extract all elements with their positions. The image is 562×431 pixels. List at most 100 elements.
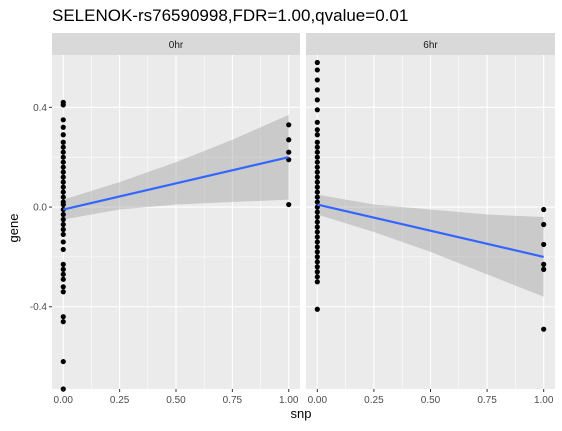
facet-strip-label: 6hr [423,40,438,51]
facet-panel-0hr: 0hr 0.00 0.25 0.50 0.75 1.00 [52,33,300,406]
data-point [60,124,66,130]
data-point [314,244,320,250]
data-point [60,117,66,123]
data-point [60,169,66,175]
data-point [314,159,320,165]
data-point [60,226,66,233]
data-point [314,164,320,170]
data-point [60,149,66,155]
data-point [314,174,320,180]
facet-strip-label: 0hr [169,40,184,51]
data-point [314,259,320,265]
y-tick-label: 0.4 [33,103,47,114]
data-point [314,144,320,150]
data-point [60,289,66,295]
data-point [60,139,66,145]
data-point [314,184,320,190]
data-point [314,132,320,138]
data-point [314,169,320,175]
facet-panel-6hr: 6hr 0.00 0.25 0.50 0.75 1.00 [306,33,555,406]
x-tick-label: 1.00 [279,395,299,406]
data-point [314,154,320,160]
data-point [60,132,66,138]
confidence-ribbon [317,194,544,297]
data-point [60,319,66,325]
x-tick-label: 1.00 [534,395,554,406]
data-point [314,127,320,133]
facet-strip [306,33,555,55]
data-point [314,189,320,195]
x-tick-label: 0.25 [364,395,384,406]
data-point [541,266,547,272]
x-axis-title: snp [291,406,312,421]
data-point [314,264,320,270]
data-point [314,119,320,125]
x-tick-label: 0.25 [110,395,130,406]
data-point [314,87,320,93]
data-point [60,184,66,190]
x-tick-label: 0.75 [223,395,243,406]
data-point [314,249,320,255]
x-tick-label: 0.75 [477,395,497,406]
x-tick-label: 0.00 [54,395,74,406]
data-point [314,274,320,280]
data-point [60,216,66,223]
data-point [286,149,292,155]
data-point [541,261,547,267]
data-point [60,194,66,200]
confidence-ribbon [63,114,289,220]
data-point [60,231,66,238]
data-point [60,284,66,290]
data-point [314,224,320,230]
data-point [314,67,320,73]
data-point [314,269,320,275]
data-point [60,276,66,282]
data-point [314,59,320,66]
data-point [60,261,66,267]
data-point [541,221,547,228]
data-point [541,241,547,248]
data-point [60,221,66,228]
regression-line [317,203,544,258]
data-point [60,179,66,185]
data-point [286,137,292,143]
y-axis: -0.4 0.0 0.4 [30,103,52,313]
data-point [314,199,320,205]
data-point [314,179,320,185]
data-point [60,239,66,245]
data-point [541,206,547,213]
data-point [60,154,66,160]
data-point [314,234,320,240]
chart-title: SELENOK-rs76590998,FDR=1.00,qvalue=0.01 [52,6,408,25]
data-point [314,306,320,312]
data-point [60,211,66,218]
data-point [60,266,66,272]
data-point [60,358,66,365]
data-point [60,102,66,108]
data-point [60,189,66,195]
x-tick-label: 0.50 [166,395,186,406]
data-point [541,326,547,332]
data-point [286,122,292,128]
data-point [60,159,66,165]
data-point [314,149,320,155]
data-point [314,209,320,215]
data-point [60,246,66,253]
data-point [60,164,66,170]
data-point [60,144,66,150]
data-point [286,201,292,208]
y-tick-label: 0.0 [33,203,47,214]
data-point [314,97,320,103]
x-tick-label: 0.00 [308,395,328,406]
data-point [314,77,320,83]
y-tick-label: -0.4 [30,302,48,313]
regression-line [63,156,289,211]
data-point [314,279,320,285]
data-point [314,214,320,220]
data-point [60,314,66,320]
data-point [314,107,320,113]
data-point [60,201,66,208]
x-tick-label: 0.50 [421,395,441,406]
y-axis-title: gene [6,214,21,243]
